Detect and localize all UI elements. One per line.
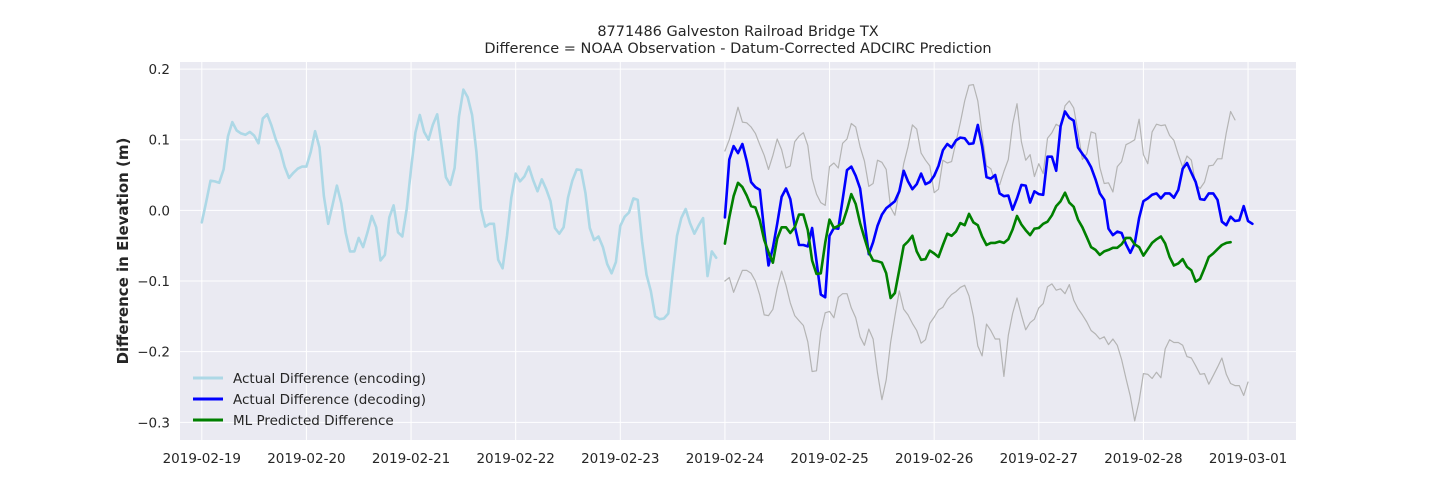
x-tick-label: 2019-02-19 [163,451,241,467]
x-tick-label: 2019-03-01 [1209,451,1287,467]
x-tick-label: 2019-02-24 [686,451,764,467]
x-tick-label: 2019-02-23 [581,451,659,467]
x-tick-label: 2019-02-27 [1000,451,1078,467]
y-tick-label: −0.1 [137,274,170,290]
chart-subtitle: Difference = NOAA Observation - Datum-Co… [484,41,991,57]
legend-label-decoding: Actual Difference (decoding) [233,392,426,408]
series-line-encoding [200,88,718,321]
x-tick-label: 2019-02-26 [895,451,973,467]
plot-area [180,62,1296,440]
series-line-predicted [723,181,1232,300]
series-layer [200,83,1254,422]
series-line-lower-bound [724,269,1249,422]
y-tick-label: −0.3 [137,415,170,431]
series-line-upper-bound [724,83,1236,216]
x-tick-label: 2019-02-22 [476,451,554,467]
legend: Actual Difference (encoding) Actual Diff… [193,371,426,429]
x-tick-label: 2019-02-20 [267,451,345,467]
y-tick-label: 0.2 [149,62,170,78]
x-tick-label: 2019-02-28 [1104,451,1182,467]
x-axis-ticks: 2019-02-19 2019-02-20 2019-02-21 2019-02-22… [163,451,1288,467]
y-axis-ticks: 0.2 0.1 0.0 −0.1 −0.2 −0.3 [137,62,170,431]
y-tick-label: 0.0 [149,203,170,219]
series-line-decoding [723,110,1254,299]
x-tick-label: 2019-02-21 [372,451,450,467]
legend-label-predicted: ML Predicted Difference [233,413,394,429]
y-tick-label: −0.2 [137,345,170,361]
y-axis-label: Difference in Elevation (m) [114,138,132,365]
y-tick-label: 0.1 [149,133,170,149]
legend-label-encoding: Actual Difference (encoding) [233,371,426,387]
x-tick-label: 2019-02-25 [790,451,868,467]
chart-title: 8771486 Galveston Railroad Bridge TX [597,24,878,40]
